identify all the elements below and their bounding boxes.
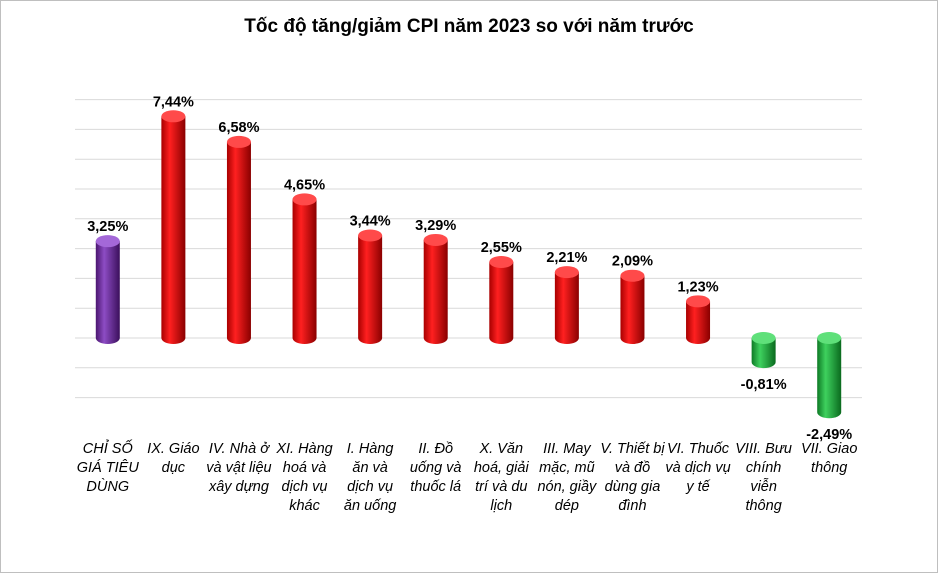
data-label: 1,23% [677,279,718,295]
bar [554,266,579,344]
bar-body [226,141,251,344]
data-label: 3,44% [350,213,391,229]
data-label: 7,44% [153,94,194,110]
bar [620,269,645,344]
category-label: V. Thiết bị và đồ dùng gia đình [600,441,665,514]
category-label: II. Đồ uống và thuốc lá [409,441,462,495]
bar-top [226,135,251,148]
bar [358,229,383,344]
data-label: 2,21% [546,250,587,266]
chart-title: Tốc độ tăng/giảm CPI năm 2023 so với năm… [244,16,694,37]
bar-body [423,239,448,344]
category-label: IX. Giáo dục [147,441,200,476]
bar-top [161,110,186,123]
bar [686,295,711,344]
bar [751,332,776,369]
bar-body [554,272,579,344]
bar-body [95,241,120,344]
bar [226,135,251,344]
data-label: 3,29% [415,218,456,234]
bar-body [489,262,514,344]
bar-body [161,116,186,345]
data-label: 4,65% [284,177,325,193]
bar [95,235,120,344]
bar-body [358,235,383,344]
category-label: VI. Thuốc và dịch vụ y tế [665,441,731,495]
category-label: VIII. Bưu chính viễn thông [735,441,792,514]
category-label: CHỈ SỐ GIÁ TIÊU DÙNG [76,441,139,495]
bar [161,110,186,345]
bar-top [489,256,514,269]
category-label: I. Hàng ăn và dịch vụ ăn uống [343,441,397,514]
category-label: IV. Nhà ở và vật liệu xây dựng [206,441,272,495]
bar-top [554,266,579,279]
bar-body [292,199,317,344]
bar-body [620,275,645,344]
bar-top [358,229,383,242]
data-label: 2,09% [612,254,653,270]
data-label: -0,81% [741,377,787,393]
bar-top [95,235,120,248]
bar-body [751,338,776,369]
data-label: -2,49% [806,427,852,443]
category-label: X. Văn hoá, giải trí và du lịch [473,441,529,514]
bar-top [686,295,711,308]
bar [817,332,842,419]
category-label: III. May mặc, mũ nón, giầy dép [537,441,597,514]
bar-top [423,233,448,246]
bar-body [817,338,842,419]
data-label: 3,25% [87,219,128,235]
bar [423,233,448,344]
bar-body [686,301,711,344]
category-label: VII. Giao thông [800,441,858,476]
data-label: 2,55% [481,240,522,256]
bar-top [292,193,317,206]
category-label: XI. Hàng hoá và dịch vụ khác [276,441,333,514]
bar [292,193,317,344]
data-label: 6,58% [218,120,259,136]
bar [489,256,514,344]
bar-top [620,269,645,282]
bar-top [751,332,776,344]
bar-top [817,332,842,344]
